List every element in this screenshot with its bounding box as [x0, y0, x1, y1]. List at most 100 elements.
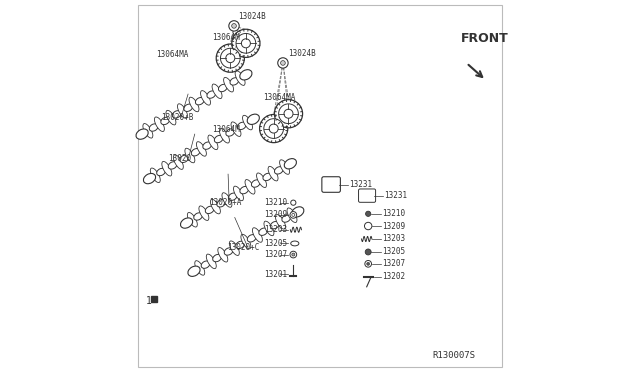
- Ellipse shape: [205, 206, 214, 214]
- Ellipse shape: [259, 228, 268, 235]
- Text: 13209: 13209: [382, 221, 405, 231]
- Bar: [151, 296, 157, 302]
- Text: 13209: 13209: [264, 211, 287, 219]
- Ellipse shape: [212, 254, 221, 262]
- Ellipse shape: [180, 155, 188, 163]
- Ellipse shape: [257, 173, 266, 187]
- Ellipse shape: [243, 115, 253, 130]
- Circle shape: [260, 115, 288, 142]
- Ellipse shape: [282, 215, 291, 222]
- Circle shape: [365, 211, 371, 217]
- Ellipse shape: [270, 221, 279, 229]
- Ellipse shape: [195, 97, 204, 105]
- Ellipse shape: [252, 180, 260, 187]
- Circle shape: [236, 33, 256, 53]
- Circle shape: [216, 44, 244, 72]
- Circle shape: [241, 39, 250, 48]
- Ellipse shape: [184, 104, 193, 112]
- Text: 13020+B: 13020+B: [161, 113, 193, 122]
- Text: 13024B: 13024B: [237, 12, 266, 21]
- Ellipse shape: [217, 200, 225, 207]
- Ellipse shape: [168, 162, 177, 169]
- FancyBboxPatch shape: [358, 189, 376, 202]
- Ellipse shape: [241, 71, 250, 78]
- Ellipse shape: [218, 84, 227, 92]
- Ellipse shape: [224, 248, 233, 255]
- Ellipse shape: [237, 122, 246, 129]
- Ellipse shape: [240, 186, 248, 194]
- Circle shape: [365, 260, 371, 267]
- Ellipse shape: [208, 135, 218, 150]
- Ellipse shape: [286, 160, 294, 167]
- Ellipse shape: [264, 221, 274, 236]
- Ellipse shape: [200, 91, 211, 105]
- Ellipse shape: [291, 241, 299, 246]
- Text: 13064MA: 13064MA: [264, 93, 296, 102]
- Ellipse shape: [287, 208, 297, 222]
- Ellipse shape: [201, 261, 210, 268]
- Circle shape: [290, 212, 297, 218]
- Circle shape: [269, 124, 278, 133]
- Ellipse shape: [185, 148, 195, 163]
- Text: 13205: 13205: [382, 247, 405, 256]
- Circle shape: [278, 104, 298, 124]
- Ellipse shape: [214, 135, 223, 143]
- Ellipse shape: [161, 117, 170, 125]
- Ellipse shape: [223, 77, 234, 92]
- Ellipse shape: [263, 173, 271, 181]
- Ellipse shape: [234, 186, 243, 201]
- Ellipse shape: [229, 241, 239, 256]
- Ellipse shape: [177, 104, 188, 118]
- Ellipse shape: [284, 158, 296, 169]
- Ellipse shape: [220, 128, 229, 143]
- Text: 13231: 13231: [349, 180, 372, 189]
- Circle shape: [220, 48, 240, 68]
- Circle shape: [290, 251, 297, 258]
- Ellipse shape: [191, 148, 200, 156]
- FancyBboxPatch shape: [322, 177, 340, 192]
- Text: 13201: 13201: [264, 270, 287, 279]
- Text: 13020+A: 13020+A: [209, 198, 241, 207]
- Text: 13231: 13231: [384, 191, 407, 200]
- Text: 13203: 13203: [264, 225, 287, 234]
- Circle shape: [280, 61, 285, 65]
- Ellipse shape: [189, 97, 199, 112]
- Text: 13024B: 13024B: [289, 49, 316, 58]
- Ellipse shape: [149, 124, 158, 131]
- Ellipse shape: [212, 84, 222, 99]
- Ellipse shape: [143, 173, 156, 184]
- Text: 13064M: 13064M: [212, 125, 240, 134]
- Text: 13202: 13202: [382, 272, 405, 281]
- Ellipse shape: [138, 131, 147, 138]
- Ellipse shape: [275, 215, 285, 229]
- Ellipse shape: [199, 206, 209, 221]
- Ellipse shape: [194, 213, 202, 220]
- Ellipse shape: [180, 218, 193, 228]
- Circle shape: [292, 214, 295, 217]
- Ellipse shape: [218, 247, 228, 262]
- Ellipse shape: [247, 235, 256, 242]
- Circle shape: [229, 21, 239, 31]
- Circle shape: [364, 222, 372, 230]
- Ellipse shape: [157, 168, 165, 176]
- Ellipse shape: [207, 91, 216, 98]
- Circle shape: [284, 109, 293, 118]
- Ellipse shape: [166, 110, 176, 125]
- Ellipse shape: [293, 208, 302, 216]
- Ellipse shape: [280, 160, 289, 174]
- Ellipse shape: [189, 267, 198, 275]
- Ellipse shape: [203, 142, 211, 149]
- Ellipse shape: [150, 168, 160, 183]
- Ellipse shape: [252, 228, 262, 242]
- Ellipse shape: [292, 207, 304, 217]
- Circle shape: [367, 262, 370, 265]
- Text: 13064M: 13064M: [212, 32, 240, 42]
- Ellipse shape: [196, 142, 206, 156]
- Text: 13020: 13020: [168, 154, 191, 163]
- Ellipse shape: [235, 71, 245, 86]
- Ellipse shape: [195, 261, 205, 275]
- Ellipse shape: [172, 110, 181, 118]
- Text: 13205: 13205: [264, 239, 287, 248]
- Text: 13207: 13207: [382, 259, 405, 268]
- Ellipse shape: [173, 155, 183, 169]
